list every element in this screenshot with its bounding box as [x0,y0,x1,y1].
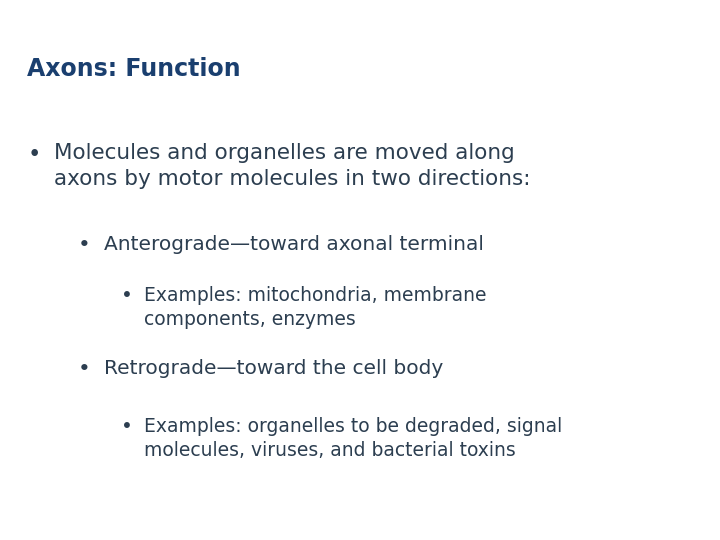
Text: Retrograde—toward the cell body: Retrograde—toward the cell body [104,359,444,378]
Text: •: • [121,286,132,305]
Text: Molecules and organelles are moved along
axons by motor molecules in two directi: Molecules and organelles are moved along… [54,143,531,188]
Text: •: • [27,143,41,166]
Text: Examples: mitochondria, membrane
components, enzymes: Examples: mitochondria, membrane compone… [144,286,487,329]
Text: Anterograde—toward axonal terminal: Anterograde—toward axonal terminal [104,235,485,254]
Text: Axons: Function: Axons: Function [27,57,241,80]
Text: •: • [78,235,91,255]
Text: Examples: organelles to be degraded, signal
molecules, viruses, and bacterial to: Examples: organelles to be degraded, sig… [144,417,562,460]
Text: •: • [78,359,91,379]
Text: •: • [121,417,132,436]
